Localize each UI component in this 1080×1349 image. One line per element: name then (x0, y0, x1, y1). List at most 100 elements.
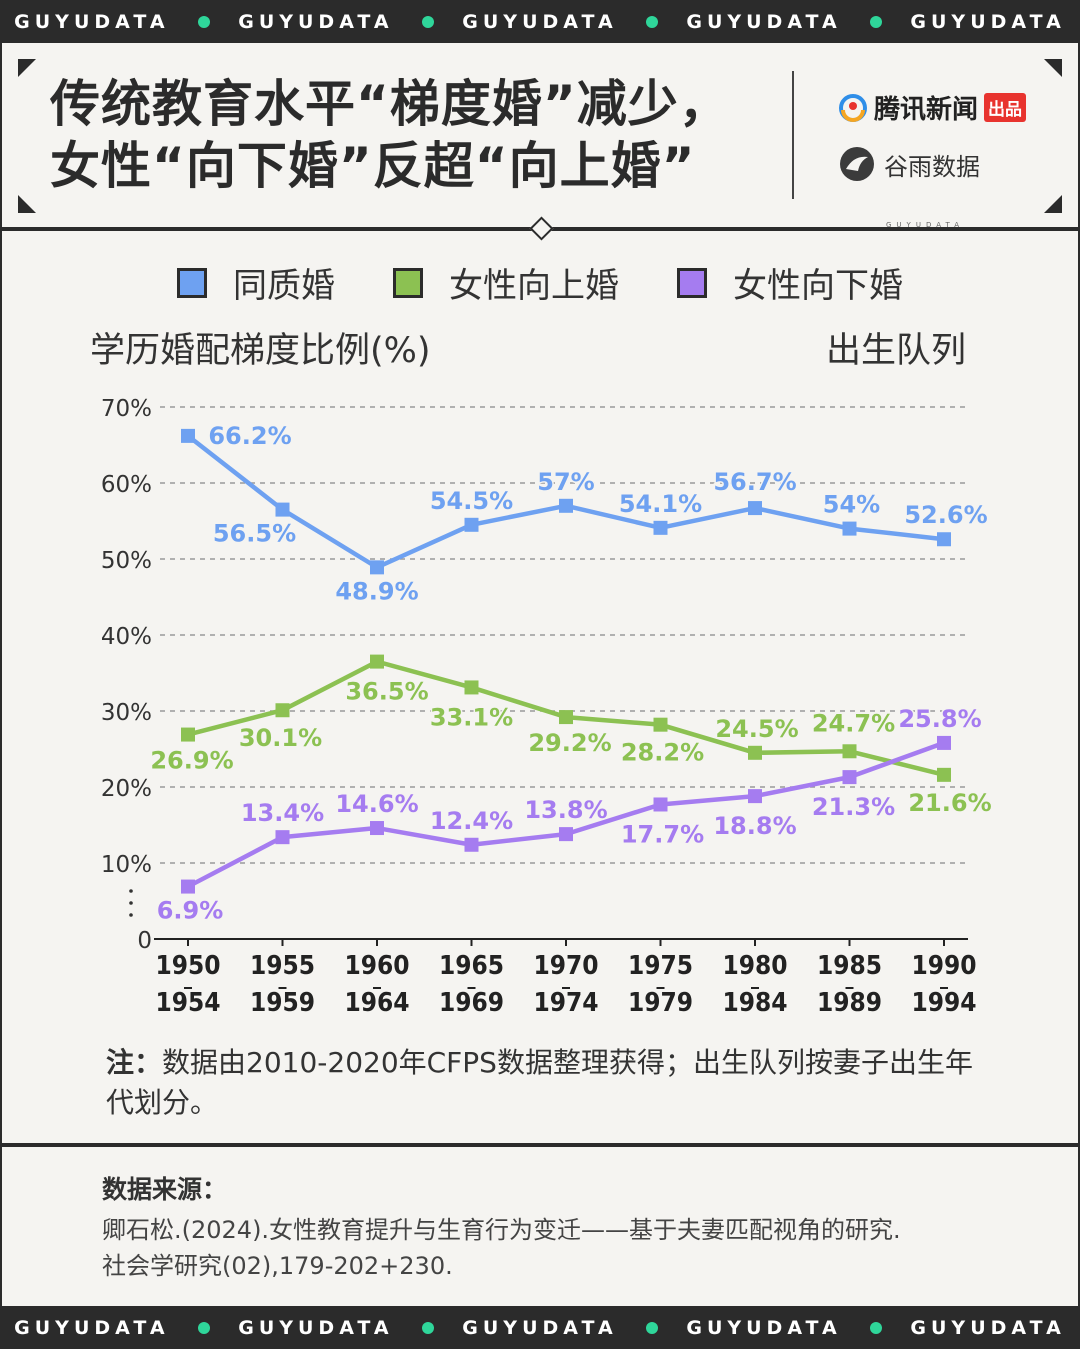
y-tick-label: 10% (101, 852, 152, 878)
x-tick-label: 1954 (155, 988, 220, 1018)
bird-logo-icon (840, 147, 874, 181)
data-point (653, 717, 668, 732)
x-tick-label: 1969 (439, 988, 504, 1018)
chart-panel (2, 231, 1078, 1143)
y-axis-title: 学历婚配梯度比例(%) (90, 331, 431, 371)
band-text: GUYUDATA (14, 10, 170, 33)
data-label: 21.6% (908, 789, 991, 817)
title-line-2: 女性“向下婚”反超“向上婚” (50, 137, 696, 195)
data-point (653, 797, 668, 812)
data-label: 54% (823, 491, 880, 519)
x-tick-label: 1965 (439, 951, 504, 981)
source-panel (2, 1145, 1078, 1306)
guyu-logo-text: 谷雨数据 (884, 152, 980, 181)
data-label: 26.9% (150, 747, 233, 775)
tencent-news-logo: 腾讯新闻 出品 (838, 89, 1027, 126)
legend-label: 同质婚 (233, 266, 335, 306)
data-label: 56.5% (213, 520, 296, 548)
data-label: 25.8% (898, 705, 981, 733)
chart-note: 注：数据由2010-2020年CFPS数据整理获得；出生队列按妻子出生年代划分。 (106, 1043, 996, 1123)
band-dot-icon (421, 15, 434, 28)
tencent-logo-tag: 出品 (984, 93, 1027, 122)
y-tick-label: 0 (137, 928, 152, 954)
legend-item: 女性向下婚 (677, 258, 903, 307)
data-point (748, 501, 762, 516)
data-label: 28.2% (621, 739, 704, 767)
x-axis-title: 出生队列 (826, 331, 967, 371)
source-line-2: 社会学研究(02),179-202+230. (102, 1252, 453, 1280)
band-dot-icon (197, 1321, 210, 1334)
axis-break-dot (129, 889, 133, 893)
legend-swatch-icon (393, 267, 423, 298)
data-point (842, 744, 857, 759)
corner-triangle-icon (1044, 59, 1062, 77)
data-label: 29.2% (528, 729, 611, 757)
note-label: 注： (106, 1046, 163, 1079)
title-line-1: 传统教育水平“梯度婚”减少， (50, 75, 730, 133)
x-tick-label: 1955 (250, 951, 315, 981)
data-label: 13.8% (524, 796, 607, 824)
data-point (275, 703, 290, 718)
data-point (181, 879, 195, 894)
corner-triangle-icon (1044, 195, 1062, 213)
tencent-logo-icon (839, 93, 867, 122)
band-text: GUYUDATA (462, 1316, 618, 1339)
tencent-logo-text: 腾讯新闻 (874, 95, 979, 125)
data-label: 52.6% (904, 501, 987, 529)
band-dot-icon (870, 15, 883, 28)
y-tick-label: 60% (101, 472, 152, 498)
x-tick-label: 1989 (817, 988, 882, 1018)
data-point (842, 770, 857, 785)
note-text: 数据由2010-2020年CFPS数据整理获得；出生队列按妻子出生年代划分。 (106, 1046, 973, 1119)
x-tick-label: 1960 (344, 951, 409, 981)
data-point (559, 710, 573, 725)
band-dot-icon (646, 15, 659, 28)
data-point (842, 521, 857, 536)
data-label: 21.3% (812, 793, 895, 821)
source-line-1: 卿石松.(2024).女性教育提升与生育行为变迁——基于夫妻匹配视角的研究. (102, 1216, 901, 1244)
x-tick-label: 1979 (628, 988, 693, 1018)
legend-item: 同质婚 (177, 258, 335, 307)
data-label: 48.9% (335, 577, 418, 605)
x-tick-label: 1959 (250, 988, 315, 1018)
y-tick-label: 30% (101, 700, 152, 726)
band-text: GUYUDATA (238, 1316, 394, 1339)
data-point (370, 654, 384, 669)
y-tick-label: 40% (101, 624, 152, 650)
guyu-data-logo: 谷雨数据 (838, 145, 980, 183)
x-tick-label: 1980 (722, 951, 787, 981)
x-tick-label: 1974 (533, 988, 598, 1018)
data-point (748, 789, 762, 804)
legend-swatch-icon (177, 267, 207, 298)
x-tick-label: 1984 (722, 988, 787, 1018)
data-point (937, 767, 951, 782)
data-point (370, 560, 384, 575)
x-tick-label: 1950 (155, 951, 220, 981)
data-point (748, 745, 762, 760)
data-point (653, 520, 668, 535)
data-label: 18.8% (713, 812, 796, 840)
band-text: GUYUDATA (686, 10, 842, 33)
band-text: GUYUDATA (14, 1316, 170, 1339)
data-label: 30.1% (239, 724, 322, 752)
band-dot-icon (870, 1321, 883, 1334)
x-tick-label: 1990 (911, 951, 976, 981)
data-label: 12.4% (430, 807, 513, 835)
band-text: GUYUDATA (238, 10, 394, 33)
data-point (559, 827, 573, 842)
band-dot-icon (646, 1321, 659, 1334)
data-label: 24.7% (812, 709, 895, 737)
data-label: 17.7% (621, 820, 704, 848)
data-point (464, 837, 479, 852)
corner-triangle-icon (18, 195, 36, 213)
data-label: 24.5% (715, 715, 798, 743)
data-label: 66.2% (208, 422, 291, 450)
x-tick-label: 1985 (817, 951, 882, 981)
data-point (937, 735, 951, 750)
legend-swatch-icon (677, 267, 707, 298)
legend-label: 女性向下婚 (733, 266, 903, 306)
data-label: 6.9% (157, 897, 224, 925)
data-point (181, 727, 195, 742)
legend-label: 女性向上婚 (449, 266, 619, 306)
